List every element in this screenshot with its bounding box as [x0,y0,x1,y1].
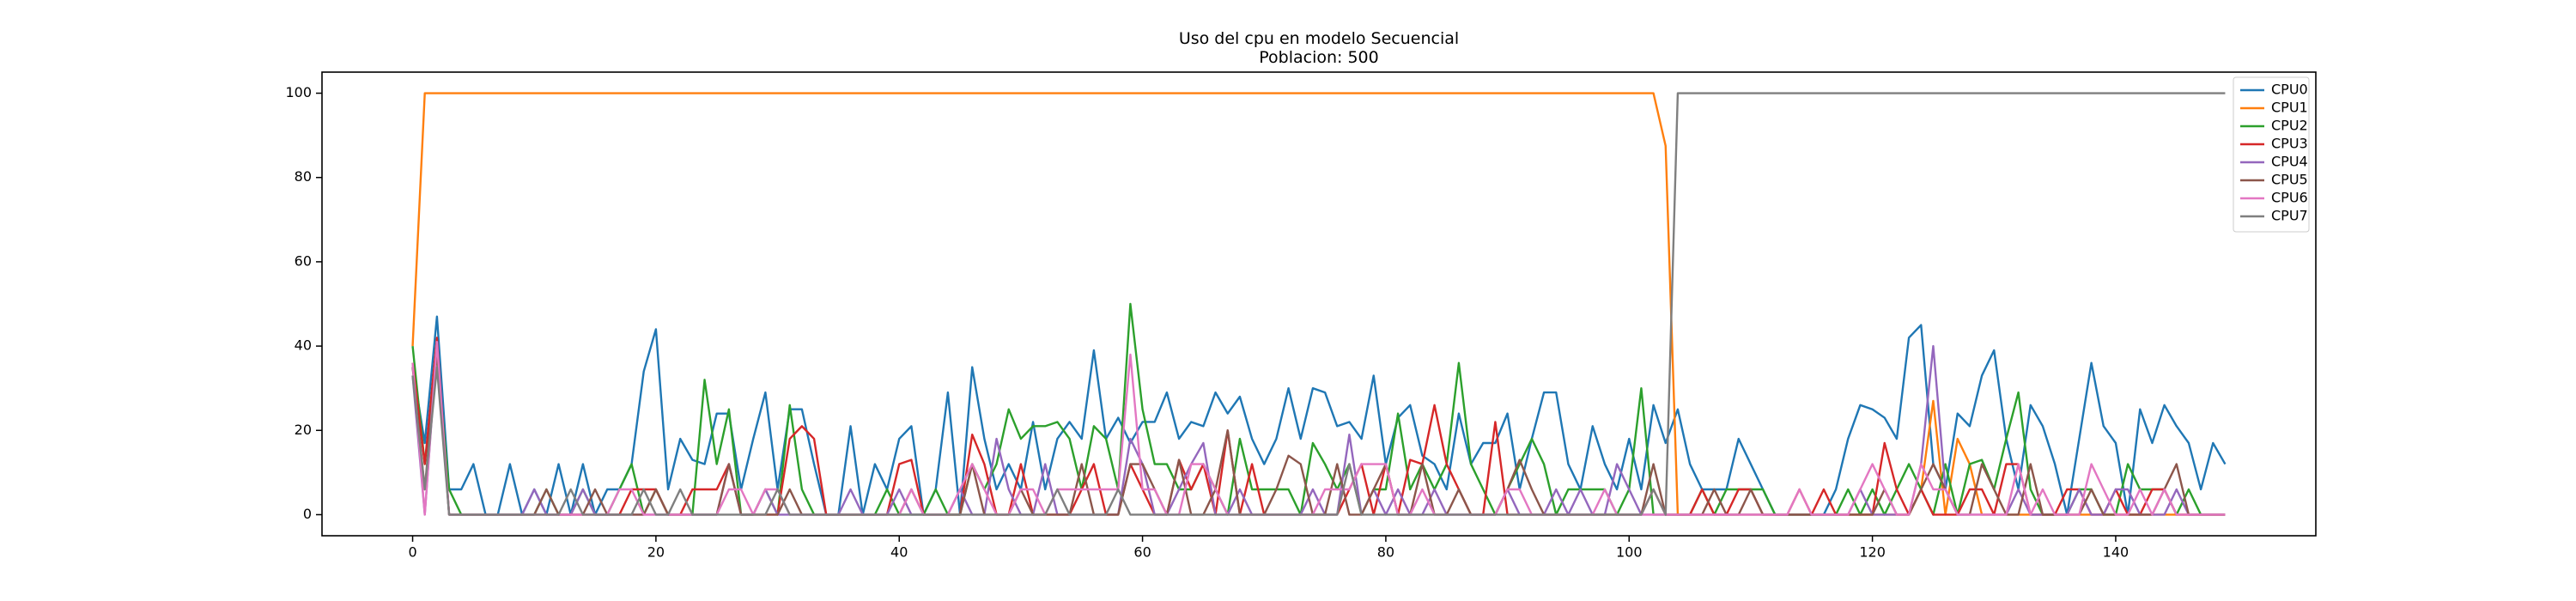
legend-label: CPU3 [2271,136,2308,152]
legend-label: CPU2 [2271,118,2308,134]
y-tick-label: 40 [295,337,312,354]
x-tick-label: 0 [408,544,416,561]
series-line [411,349,2226,516]
y-tick-label: 20 [295,422,312,438]
legend-label: CPU0 [2271,82,2308,98]
legend-label: CPU4 [2271,154,2308,170]
legend-label: CPU7 [2271,208,2308,224]
x-tick-label: 60 [1133,544,1151,561]
x-tick-label: 80 [1377,544,1394,561]
x-tick-label: 40 [890,544,908,561]
chart-title: Uso del cpu en modelo Secuencial Poblaci… [1178,29,1460,67]
series-line [411,337,2226,516]
y-tick-label: 80 [295,168,312,185]
x-tick-label: 120 [1859,544,1886,561]
series-line [411,340,2226,516]
y-tick-label: 100 [285,84,312,100]
y-tick-label: 0 [303,506,312,522]
x-tick-label: 20 [647,544,665,561]
legend-label: CPU6 [2271,190,2308,206]
legend-box [2233,76,2310,233]
legend-label: CPU1 [2271,100,2308,116]
series-line [411,344,2226,516]
x-tick-label: 100 [1616,544,1643,561]
series-line [411,302,2226,516]
x-tick-label: 140 [2103,544,2129,561]
series-line [411,92,2226,516]
series-line [411,315,2227,516]
y-tick-label: 60 [295,252,312,269]
plot-frame [321,71,2317,537]
series-line [411,92,2226,516]
legend-label: CPU5 [2271,172,2308,188]
